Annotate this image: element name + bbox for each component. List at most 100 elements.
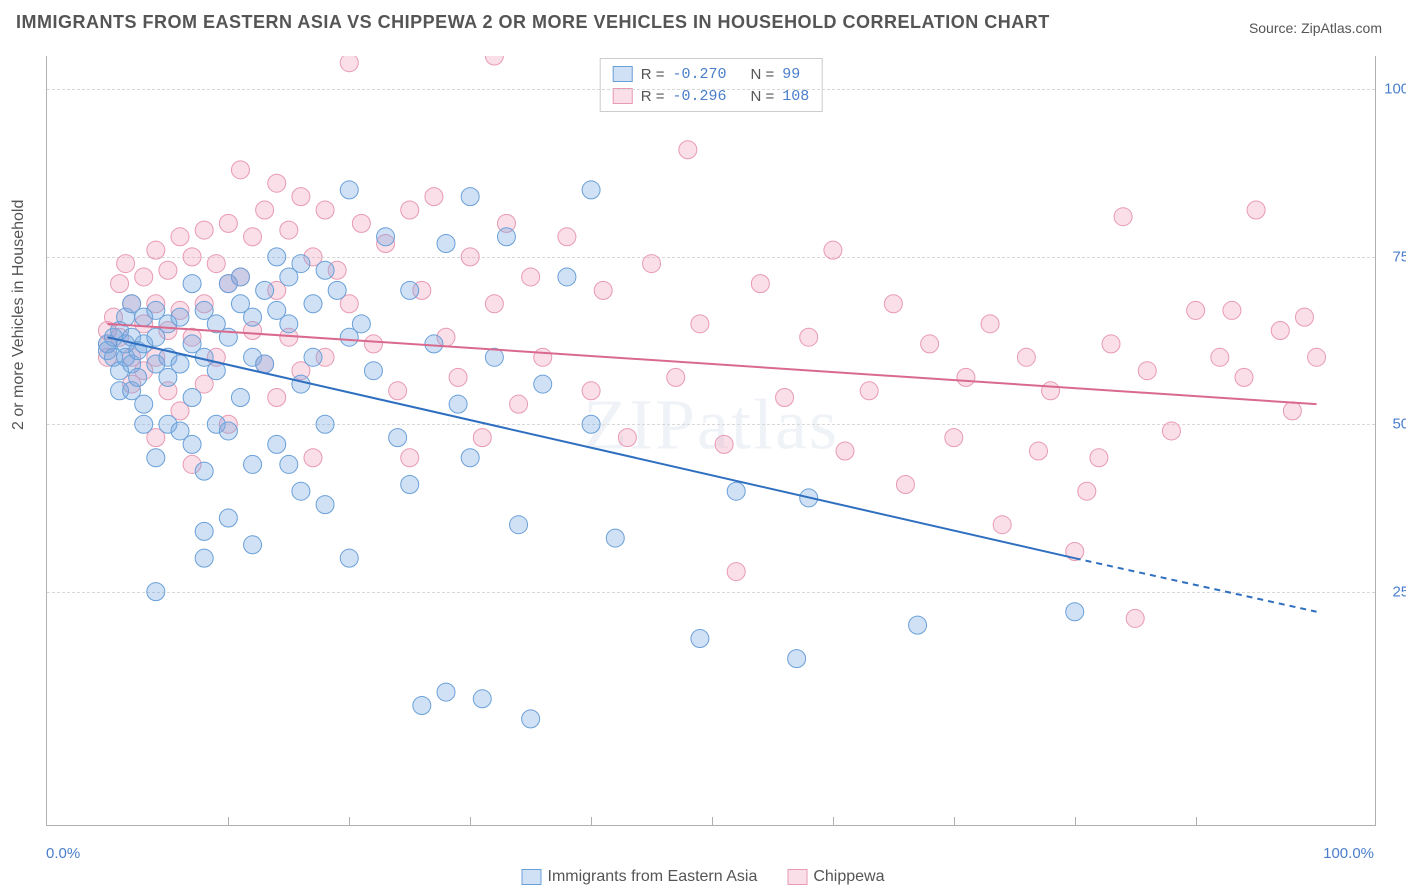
data-point-chippewa (171, 228, 189, 246)
data-point-chippewa (461, 248, 479, 266)
source-prefix: Source: (1249, 20, 1301, 36)
data-point-asia (183, 388, 201, 406)
data-point-chippewa (1138, 362, 1156, 380)
data-point-chippewa (1126, 609, 1144, 627)
data-point-chippewa (117, 255, 135, 273)
legend-label-asia: Immigrants from Eastern Asia (548, 868, 758, 885)
data-point-asia (461, 188, 479, 206)
data-point-chippewa (1042, 382, 1060, 400)
data-point-asia (473, 690, 491, 708)
data-point-asia (401, 281, 419, 299)
y-tick-label: 75.0% (1381, 248, 1406, 265)
data-point-chippewa (340, 56, 358, 72)
data-point-chippewa (449, 368, 467, 386)
data-point-chippewa (1247, 201, 1265, 219)
data-point-chippewa (1223, 301, 1241, 319)
data-point-chippewa (147, 241, 165, 259)
data-point-asia (788, 650, 806, 668)
data-point-asia (244, 536, 262, 554)
data-point-chippewa (510, 395, 528, 413)
data-point-chippewa (1017, 348, 1035, 366)
data-point-chippewa (364, 335, 382, 353)
data-point-asia (171, 355, 189, 373)
data-point-chippewa (1102, 335, 1120, 353)
data-point-chippewa (1283, 402, 1301, 420)
data-point-asia (231, 388, 249, 406)
data-point-chippewa (643, 255, 661, 273)
data-point-asia (558, 268, 576, 286)
data-point-asia (195, 549, 213, 567)
chart-title: IMMIGRANTS FROM EASTERN ASIA VS CHIPPEWA… (16, 12, 1050, 33)
scatter-svg (47, 56, 1377, 826)
data-point-chippewa (1271, 322, 1289, 340)
source-link[interactable]: Source: ZipAtlas.com (1249, 20, 1382, 36)
data-point-chippewa (751, 275, 769, 293)
trend-line-chippewa (107, 324, 1316, 404)
data-point-asia (522, 710, 540, 728)
data-point-asia (135, 415, 153, 433)
legend-series: Immigrants from Eastern Asia Chippewa (522, 868, 885, 886)
data-point-chippewa (836, 442, 854, 460)
data-point-asia (497, 228, 515, 246)
data-point-asia (292, 255, 310, 273)
data-point-asia (256, 355, 274, 373)
data-point-chippewa (473, 429, 491, 447)
data-point-chippewa (691, 315, 709, 333)
data-point-asia (147, 583, 165, 601)
data-point-chippewa (195, 221, 213, 239)
data-point-chippewa (159, 261, 177, 279)
data-point-asia (183, 275, 201, 293)
data-point-asia (909, 616, 927, 634)
data-point-asia (280, 315, 298, 333)
data-point-chippewa (268, 174, 286, 192)
data-point-chippewa (1029, 442, 1047, 460)
data-point-chippewa (1162, 422, 1180, 440)
data-point-chippewa (304, 449, 322, 467)
data-point-chippewa (727, 563, 745, 581)
data-point-chippewa (776, 388, 794, 406)
data-point-chippewa (111, 275, 129, 293)
data-point-chippewa (981, 315, 999, 333)
data-point-asia (401, 476, 419, 494)
data-point-asia (292, 375, 310, 393)
data-point-asia (691, 630, 709, 648)
data-point-chippewa (401, 449, 419, 467)
data-point-chippewa (183, 248, 201, 266)
legend-label-chippewa: Chippewa (813, 868, 884, 885)
data-point-asia (425, 335, 443, 353)
data-point-asia (316, 261, 334, 279)
source-name: ZipAtlas.com (1301, 20, 1382, 36)
data-point-chippewa (1211, 348, 1229, 366)
data-point-asia (437, 683, 455, 701)
data-point-asia (280, 455, 298, 473)
data-point-asia (510, 516, 528, 534)
data-point-asia (135, 395, 153, 413)
data-point-chippewa (679, 141, 697, 159)
data-point-chippewa (1295, 308, 1313, 326)
data-point-asia (364, 362, 382, 380)
data-point-chippewa (824, 241, 842, 259)
data-point-chippewa (280, 221, 298, 239)
data-point-chippewa (1308, 348, 1326, 366)
data-point-chippewa (401, 201, 419, 219)
data-point-asia (244, 308, 262, 326)
data-point-asia (268, 248, 286, 266)
data-point-chippewa (1090, 449, 1108, 467)
data-point-chippewa (1235, 368, 1253, 386)
data-point-chippewa (884, 295, 902, 313)
data-point-asia (219, 422, 237, 440)
data-point-asia (328, 281, 346, 299)
x-tick-0: 0.0% (46, 845, 80, 862)
data-point-asia (582, 415, 600, 433)
data-point-chippewa (667, 368, 685, 386)
legend-swatch-chippewa (787, 869, 807, 885)
data-point-chippewa (618, 429, 636, 447)
data-point-asia (244, 455, 262, 473)
data-point-chippewa (244, 228, 262, 246)
data-point-asia (340, 549, 358, 567)
data-point-asia (449, 395, 467, 413)
data-point-chippewa (1078, 482, 1096, 500)
data-point-chippewa (993, 516, 1011, 534)
data-point-chippewa (896, 476, 914, 494)
data-point-chippewa (715, 435, 733, 453)
